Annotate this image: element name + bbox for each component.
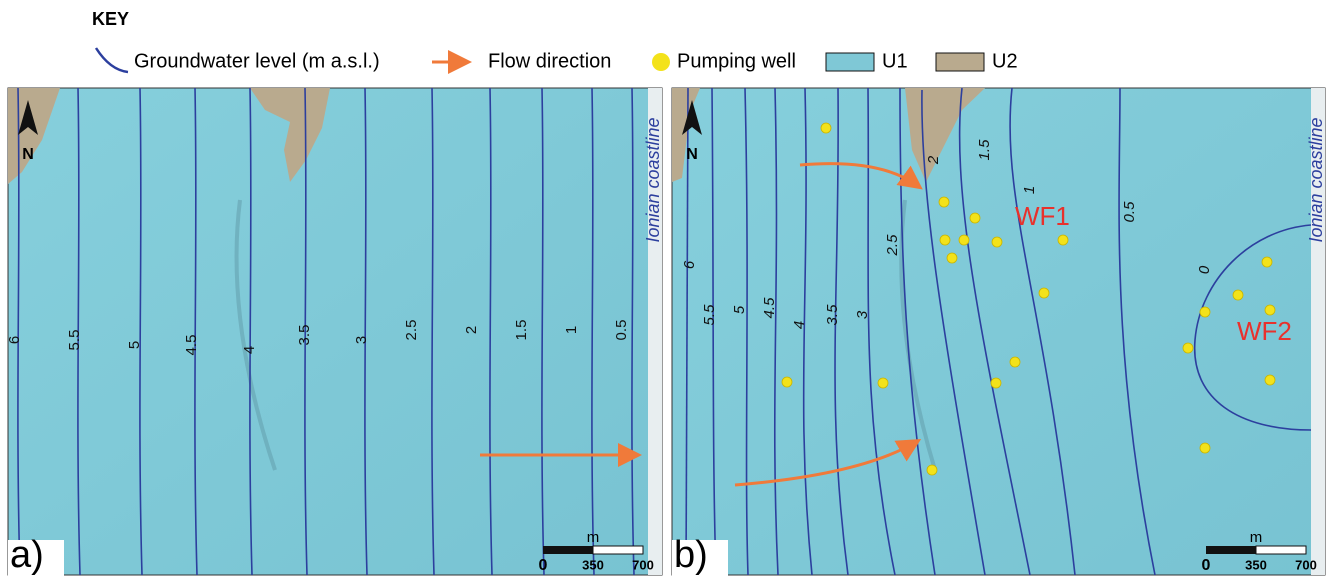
scale-tick: 0 xyxy=(539,557,548,574)
contour-label: 1 xyxy=(563,326,580,334)
pumping-well xyxy=(1262,257,1272,267)
scale-bar xyxy=(543,546,593,554)
pumping-well xyxy=(939,197,949,207)
contour-label: 4.5 xyxy=(761,297,778,319)
north-label: N xyxy=(22,146,34,163)
pumping-well xyxy=(1200,443,1210,453)
pumping-well xyxy=(959,235,969,245)
legend-text: U2 xyxy=(992,50,1018,72)
contour-label: 0.5 xyxy=(613,320,630,341)
contour-label: 3 xyxy=(854,310,871,319)
legend-text: Groundwater level (m a.s.l.) xyxy=(134,50,380,72)
pumping-well xyxy=(992,237,1002,247)
contour-label: 3 xyxy=(353,336,370,344)
pumping-well xyxy=(1183,343,1193,353)
scale-unit: m xyxy=(1250,529,1263,546)
scale-tick: 350 xyxy=(582,557,604,572)
coastline-label: Ionian coastline xyxy=(1306,117,1326,242)
legend-contour-icon xyxy=(96,48,128,72)
pumping-well xyxy=(947,253,957,263)
scale-tick: 700 xyxy=(632,557,654,572)
legend-u2-icon xyxy=(936,53,984,71)
contour-label: 4 xyxy=(791,321,808,329)
scale-tick: 0 xyxy=(1202,557,1211,574)
scale-tick: 350 xyxy=(1245,557,1267,572)
pumping-well xyxy=(1265,305,1275,315)
scale-tick: 700 xyxy=(1295,557,1317,572)
pumping-well xyxy=(927,465,937,475)
contour-label: 4.5 xyxy=(183,335,200,356)
pumping-well xyxy=(991,378,1001,388)
north-label: N xyxy=(686,146,698,163)
legend-well-icon xyxy=(652,53,670,71)
legend-text: U1 xyxy=(882,50,908,72)
wellfield-label: WF2 xyxy=(1237,316,1292,346)
scale-bar xyxy=(1206,546,1256,554)
contour-label: 6 xyxy=(6,336,23,344)
contour-label: 3.5 xyxy=(824,304,841,326)
pumping-well xyxy=(1039,288,1049,298)
contour-label: 0 xyxy=(1196,265,1213,274)
pumping-well xyxy=(878,378,888,388)
legend-u1-icon xyxy=(826,53,874,71)
contour-label: 2 xyxy=(925,155,942,165)
figure: KEY Groundwater level (m a.s.l.) Flow di… xyxy=(0,0,1330,577)
pumping-well xyxy=(782,377,792,387)
wellfield-label: WF1 xyxy=(1015,201,1070,231)
pumping-well xyxy=(940,235,950,245)
contour-label: 1.5 xyxy=(976,139,993,161)
contour-label: 5 xyxy=(731,305,748,314)
legend-text: Flow direction xyxy=(488,50,611,72)
contour-label: 5.5 xyxy=(701,304,718,326)
contour-label: 5.5 xyxy=(66,330,83,351)
contour-label: 5 xyxy=(126,341,143,349)
contour-label: 0.5 xyxy=(1121,201,1138,223)
pumping-well xyxy=(1200,307,1210,317)
scale-bar xyxy=(593,546,643,554)
legend-text: Pumping well xyxy=(677,50,796,72)
scale-unit: m xyxy=(587,529,600,546)
contour-label: 1 xyxy=(1021,186,1038,194)
pumping-well xyxy=(970,213,980,223)
contour-label: 3.5 xyxy=(296,325,313,346)
panel-letter: a) xyxy=(10,534,44,576)
pumping-well xyxy=(1233,290,1243,300)
key-title: KEY xyxy=(92,9,129,29)
contour-label: 1.5 xyxy=(513,320,530,341)
panel-letter: b) xyxy=(674,534,708,576)
pumping-well xyxy=(821,123,831,133)
panel-b-map xyxy=(672,88,1325,575)
contour-label: 6 xyxy=(681,260,698,269)
coastline-label: Ionian coastline xyxy=(643,117,663,242)
contour-label: 2 xyxy=(463,326,480,334)
pumping-well xyxy=(1265,375,1275,385)
pumping-well xyxy=(1010,357,1020,367)
scale-bar xyxy=(1256,546,1306,554)
contour-label: 4 xyxy=(241,346,258,354)
contour-label: 2.5 xyxy=(403,320,420,341)
contour-label: 2.5 xyxy=(884,234,901,257)
pumping-well xyxy=(1058,235,1068,245)
